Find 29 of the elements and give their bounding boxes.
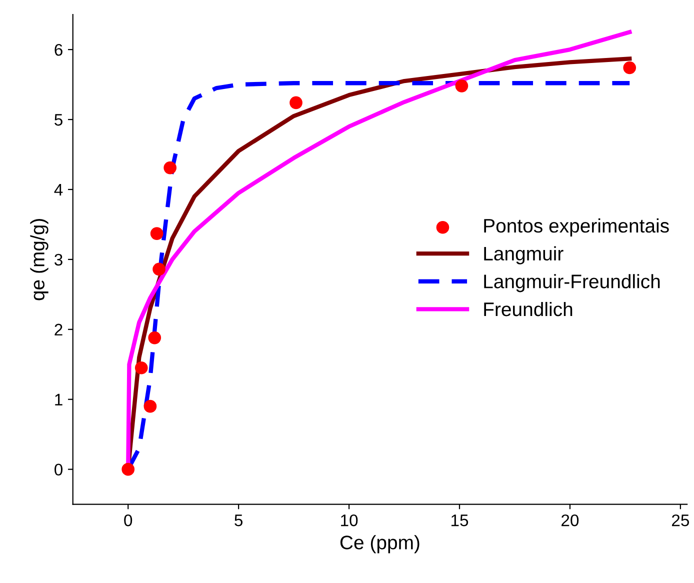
y-tick-label: 5 [54, 114, 62, 126]
x-tick-label: 15 [452, 514, 468, 526]
point [148, 331, 162, 344]
y-tick-label: 1 [55, 394, 62, 406]
x-tick-label: 0 [124, 514, 132, 526]
y-axis-title: qe (mg/g) [30, 219, 48, 300]
point [150, 227, 164, 240]
point [623, 61, 636, 74]
point [164, 161, 177, 174]
y-tick-label: 3 [54, 254, 62, 266]
point [134, 361, 148, 374]
legend-label: Langmuir [484, 246, 564, 264]
point [152, 262, 166, 276]
point [122, 462, 135, 476]
point [455, 80, 468, 92]
y-tick-label: 6 [54, 44, 62, 56]
x-tick-label: 20 [562, 514, 579, 526]
x-tick-label: 10 [341, 514, 358, 526]
x-tick-label: 25 [672, 514, 690, 526]
y-tick-label: 0 [54, 464, 62, 476]
legend-label: Pontos experimentais [484, 218, 669, 237]
point [290, 96, 302, 110]
x-axis-title: Ce (ppm) [340, 535, 420, 554]
y-tick-label: 2 [54, 324, 62, 336]
legend-label: Langmuir-Freundlich [484, 274, 660, 292]
y-tick-label: 4 [54, 184, 63, 196]
x-tick-label: 5 [234, 514, 243, 526]
point [144, 400, 157, 413]
legend-label: Freundlich [484, 302, 572, 316]
